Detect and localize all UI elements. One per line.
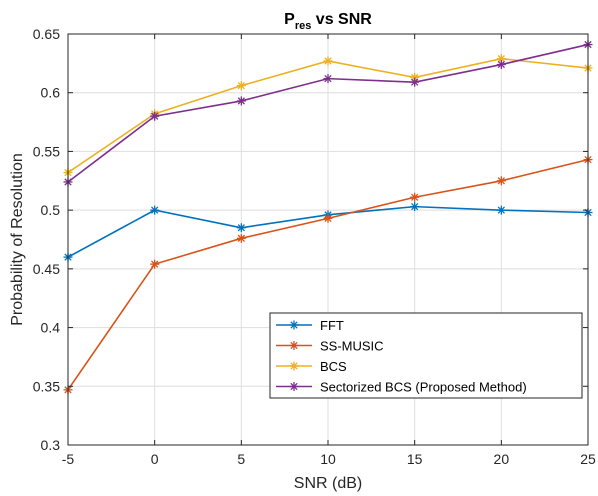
y-tick-label: 0.5 bbox=[41, 202, 61, 218]
x-tick-label: 25 bbox=[580, 451, 596, 467]
chart-title-main: P bbox=[284, 11, 295, 28]
legend-marker bbox=[289, 382, 299, 391]
legend-entry: BCS bbox=[276, 359, 347, 374]
data-point-marker bbox=[410, 77, 420, 87]
axis-ticks bbox=[67, 33, 589, 446]
legend-label: BCS bbox=[320, 359, 347, 374]
data-point-marker bbox=[323, 74, 333, 84]
y-tick-label: 0.35 bbox=[33, 378, 60, 394]
y-tick-label: 0.65 bbox=[33, 26, 60, 42]
legend-marker bbox=[289, 320, 299, 330]
x-axis-label: SNR (dB) bbox=[294, 475, 362, 492]
data-point-marker bbox=[236, 96, 246, 106]
chart-title-subscript: res bbox=[295, 20, 312, 32]
data-point-marker bbox=[410, 192, 420, 202]
data-point-marker bbox=[236, 81, 246, 91]
y-tick-label: 0.4 bbox=[41, 320, 61, 336]
legend-marker bbox=[289, 361, 299, 371]
x-tick-label: 20 bbox=[494, 451, 510, 467]
legend-label: FFT bbox=[320, 318, 344, 333]
legend-entry: Sectorized BCS (Proposed Method) bbox=[276, 380, 527, 395]
data-point-marker bbox=[496, 54, 506, 64]
y-tick-label: 0.45 bbox=[33, 261, 60, 277]
x-tick-label: 0 bbox=[151, 451, 159, 467]
legend-entry: FFT bbox=[276, 318, 344, 333]
data-point-marker bbox=[150, 111, 160, 121]
legend-label: Sectorized BCS (Proposed Method) bbox=[320, 380, 527, 395]
series-sectorized-bcs-proposed-method bbox=[63, 40, 593, 187]
x-tick-label: 5 bbox=[237, 451, 245, 467]
series-layer bbox=[63, 40, 593, 395]
x-tick-label: 15 bbox=[407, 451, 423, 467]
y-axis-label: Probability of Resolution bbox=[9, 153, 26, 326]
data-point-marker bbox=[496, 205, 506, 215]
y-tick-label: 0.6 bbox=[41, 85, 61, 101]
x-tick-label: 10 bbox=[320, 451, 336, 467]
y-tick-label: 0.3 bbox=[41, 437, 61, 453]
data-point-marker bbox=[236, 223, 246, 233]
data-point-marker bbox=[150, 259, 160, 269]
chart-title-rest: vs SNR bbox=[311, 11, 372, 28]
x-tick-label: -5 bbox=[62, 451, 75, 467]
tick-labels: -5 0 5 10 15 20 25 0.3 0.35 0.4 0.45 0.5 0.55 0.6 0.65 bbox=[33, 26, 596, 467]
data-point-marker bbox=[496, 176, 506, 186]
legend-entry: SS-MUSIC bbox=[276, 339, 384, 354]
data-point-marker bbox=[150, 205, 160, 215]
data-point-marker bbox=[323, 56, 333, 66]
data-point-marker bbox=[496, 60, 506, 70]
data-point-marker bbox=[236, 233, 246, 243]
legend-marker bbox=[289, 341, 299, 350]
y-tick-label: 0.55 bbox=[33, 143, 60, 159]
legend: FFT SS-MUSIC BCS Sectorized BCS (Proposed M… bbox=[269, 312, 583, 399]
legend-label: SS-MUSIC bbox=[320, 339, 384, 354]
legend-box bbox=[269, 312, 583, 399]
chart-title: Pres vs SNR bbox=[284, 11, 372, 32]
data-point-marker bbox=[323, 213, 333, 223]
data-point-marker bbox=[410, 202, 420, 212]
